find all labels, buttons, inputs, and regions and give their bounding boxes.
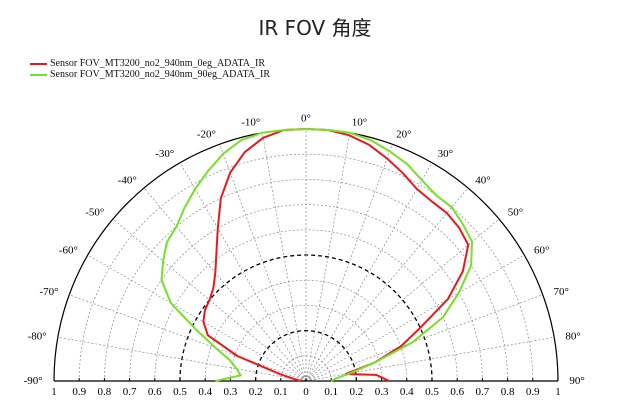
legend-label-1: Sensor FOV_MT3200_no2_940nm_90eg_ADATA_I… — [50, 69, 271, 80]
grid-spoke-15 — [305, 254, 525, 382]
legend-label-0: Sensor FOV_MT3200_no2_940nm_0eg_ADATA_IR — [50, 58, 266, 69]
grid-spoke-7 — [219, 144, 307, 382]
angle-tick-label-1: -80° — [28, 330, 47, 342]
angle-tick-label-4: -50° — [85, 207, 104, 219]
angle-tick-label-13: 40° — [475, 174, 490, 186]
angle-tick-label-5: -40° — [118, 174, 137, 186]
angle-tick-label-18: 90° — [569, 375, 584, 387]
legend: Sensor FOV_MT3200_no2_940nm_0eg_ADATA_IR… — [30, 58, 270, 80]
radial-tick-label-9: 0.1 — [274, 386, 288, 398]
grid-arc-5 — [179, 254, 433, 382]
radial-tick-label-12: 0.2 — [350, 386, 364, 398]
angle-tick-label-9: 0° — [301, 113, 311, 125]
legend-entry-0: Sensor FOV_MT3200_no2_940nm_0eg_ADATA_IR — [30, 58, 270, 69]
angle-tick-label-8: -10° — [241, 117, 260, 129]
grid-arc-6 — [154, 229, 458, 382]
grid-spoke-17 — [305, 336, 555, 382]
grid-spoke-10 — [305, 132, 351, 382]
legend-swatch-0 — [30, 62, 47, 65]
grid-spoke-1 — [57, 336, 307, 382]
legend-entry-1: Sensor FOV_MT3200_no2_940nm_90eg_ADATA_I… — [30, 69, 270, 80]
radial-tick-label-7: 0.3 — [224, 386, 238, 398]
grid-spoke-6 — [179, 162, 307, 382]
angle-tick-label-16: 70° — [553, 286, 568, 298]
grid-spoke-14 — [305, 218, 500, 382]
radial-tick-label-14: 0.4 — [400, 386, 414, 398]
radial-tick-label-20: 1 — [555, 386, 561, 398]
angle-tick-label-7: -20° — [197, 129, 216, 141]
grid-spoke-16 — [305, 294, 543, 382]
radial-tick-label-10: 0 — [303, 386, 309, 398]
angle-tick-label-2: -70° — [39, 286, 58, 298]
radial-tick-label-17: 0.7 — [476, 386, 490, 398]
radial-tick-label-8: 0.2 — [249, 386, 263, 398]
radial-tick-label-0: 1 — [51, 386, 57, 398]
radial-tick-label-13: 0.3 — [375, 386, 389, 398]
angle-tick-label-6: -30° — [155, 148, 174, 160]
radial-tick-label-2: 0.8 — [98, 386, 112, 398]
radial-tick-label-1: 0.9 — [72, 386, 86, 398]
grid-spoke-13 — [305, 187, 469, 382]
grid-spoke-2 — [69, 294, 307, 382]
legend-swatch-1 — [30, 73, 47, 76]
radial-tick-label-6: 0.4 — [198, 386, 212, 398]
angle-tick-label-10: 10° — [352, 117, 367, 129]
radial-tick-label-16: 0.6 — [450, 386, 464, 398]
radial-tick-label-4: 0.6 — [148, 386, 162, 398]
grid-arc-2 — [254, 330, 358, 382]
grid-spoke-8 — [261, 132, 307, 382]
angle-tick-label-11: 20° — [396, 129, 411, 141]
angle-tick-label-3: -60° — [59, 244, 78, 256]
angle-tick-label-14: 50° — [508, 207, 523, 219]
series-line-1 — [160, 128, 473, 382]
grid-spoke-12 — [305, 162, 433, 382]
grid-arc-1 — [280, 355, 332, 382]
angle-tick-label-0: -90° — [24, 375, 43, 387]
angle-tick-label-12: 30° — [438, 148, 453, 160]
grid-arc-4 — [204, 279, 408, 382]
radial-tick-label-18: 0.8 — [501, 386, 515, 398]
grid-arc-9 — [78, 153, 534, 382]
radial-tick-label-15: 0.5 — [425, 386, 439, 398]
radial-tick-label-3: 0.7 — [123, 386, 137, 398]
radial-tick-label-5: 0.5 — [173, 386, 187, 398]
grid-spoke-3 — [87, 254, 307, 382]
chart-title: IR FOV 角度 — [258, 16, 372, 40]
series-line-0 — [202, 128, 470, 382]
grid-spoke-5 — [143, 187, 307, 382]
radial-tick-label-19: 0.9 — [526, 386, 540, 398]
radial-tick-label-11: 0.1 — [324, 386, 338, 398]
angle-tick-label-17: 80° — [565, 330, 580, 342]
angle-tick-label-15: 60° — [534, 244, 549, 256]
grid-spoke-11 — [305, 144, 393, 382]
